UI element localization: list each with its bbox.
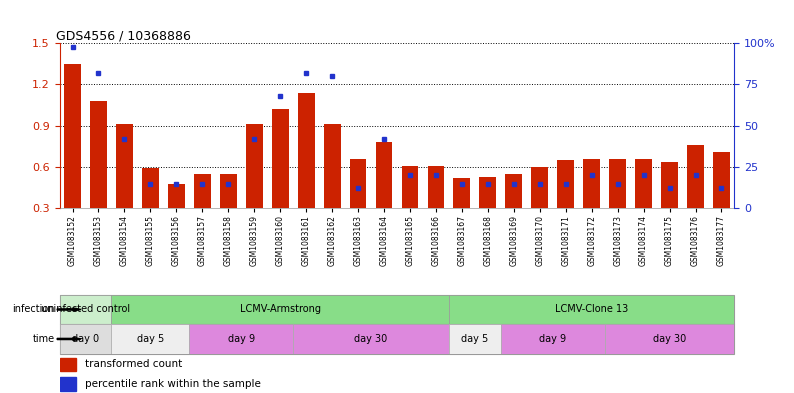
Bar: [501, 324, 605, 354]
Bar: [427, 166, 445, 208]
Text: day 0: day 0: [72, 334, 99, 344]
Bar: [480, 177, 496, 208]
Bar: [713, 152, 730, 208]
Text: day 30: day 30: [354, 334, 387, 344]
Bar: [60, 358, 76, 371]
Text: LCMV-Armstrong: LCMV-Armstrong: [240, 305, 321, 314]
Text: time: time: [33, 334, 55, 344]
Text: day 9: day 9: [539, 334, 566, 344]
Text: LCMV-Clone 13: LCMV-Clone 13: [555, 305, 628, 314]
Bar: [116, 124, 133, 208]
Text: infection: infection: [12, 305, 55, 314]
Bar: [111, 295, 449, 324]
Bar: [531, 167, 548, 208]
Text: GDS4556 / 10368886: GDS4556 / 10368886: [56, 29, 191, 42]
Bar: [449, 324, 501, 354]
Bar: [189, 324, 293, 354]
Text: uninfected control: uninfected control: [41, 305, 130, 314]
Text: day 5: day 5: [461, 334, 488, 344]
Bar: [349, 159, 367, 208]
Bar: [111, 324, 189, 354]
Bar: [246, 124, 263, 208]
Bar: [194, 174, 210, 208]
Bar: [453, 178, 470, 208]
Text: day 9: day 9: [228, 334, 255, 344]
Bar: [584, 159, 600, 208]
Bar: [324, 124, 341, 208]
Bar: [168, 184, 185, 208]
Text: transformed count: transformed count: [85, 359, 183, 369]
Bar: [272, 109, 289, 208]
Bar: [505, 174, 522, 208]
Bar: [557, 160, 574, 208]
Bar: [402, 166, 418, 208]
Bar: [605, 324, 734, 354]
Bar: [635, 159, 652, 208]
Bar: [661, 162, 678, 208]
Bar: [609, 159, 626, 208]
Bar: [60, 377, 76, 391]
Bar: [687, 145, 704, 208]
Bar: [60, 324, 111, 354]
Bar: [293, 324, 449, 354]
Bar: [142, 168, 159, 208]
Text: percentile rank within the sample: percentile rank within the sample: [85, 379, 261, 389]
Bar: [298, 93, 314, 208]
Bar: [90, 101, 107, 208]
Text: day 30: day 30: [653, 334, 686, 344]
Bar: [64, 64, 81, 208]
Bar: [60, 295, 111, 324]
Bar: [376, 142, 392, 208]
Bar: [220, 174, 237, 208]
Text: day 5: day 5: [137, 334, 164, 344]
Bar: [449, 295, 734, 324]
